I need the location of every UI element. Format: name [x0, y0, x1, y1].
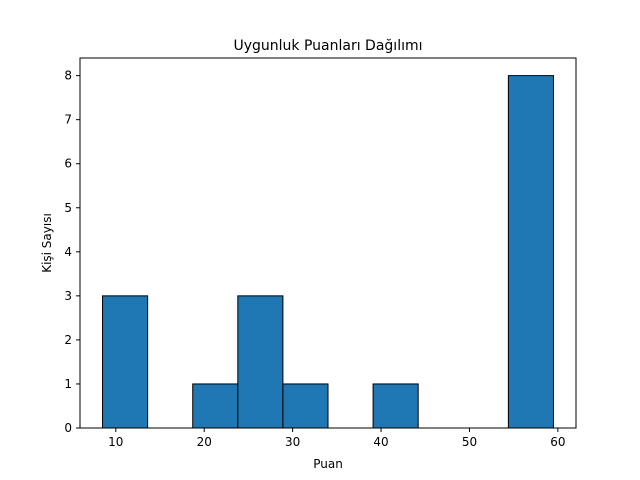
histogram-bar-2 — [192, 383, 239, 429]
histogram-bar-3 — [237, 295, 284, 429]
x-tick-label: 30 — [285, 435, 300, 449]
y-axis-ticks: 0 1 2 3 4 5 6 7 8 — [64, 69, 80, 435]
plot-frame — [79, 57, 577, 429]
histogram-bar-4 — [282, 383, 329, 429]
x-tick-label: 40 — [373, 435, 388, 449]
y-tick-label: 2 — [64, 333, 72, 347]
y-tick-label: 7 — [64, 113, 72, 127]
histogram-bar-0 — [102, 295, 149, 429]
histogram-bar-6 — [372, 383, 419, 429]
chart-title: Uygunluk Puanları Dağılımı — [233, 38, 422, 54]
x-tick-label: 20 — [197, 435, 212, 449]
y-tick-label: 0 — [64, 421, 72, 435]
x-axis-ticks: 10 20 30 40 50 60 — [108, 428, 566, 449]
x-axis-label: Puan — [313, 457, 343, 471]
y-tick-label: 4 — [64, 245, 72, 259]
y-axis-label: Kişi Sayısı — [40, 213, 54, 273]
y-tick-label: 8 — [64, 69, 72, 83]
y-tick-label: 3 — [64, 289, 72, 303]
x-tick-label: 10 — [108, 435, 123, 449]
histogram-bar-9 — [507, 75, 554, 429]
x-tick-label: 60 — [550, 435, 565, 449]
x-tick-label: 50 — [462, 435, 477, 449]
y-tick-label: 1 — [64, 377, 72, 391]
bars-group — [102, 75, 554, 429]
y-tick-label: 6 — [64, 157, 72, 171]
y-tick-label: 5 — [64, 201, 72, 215]
